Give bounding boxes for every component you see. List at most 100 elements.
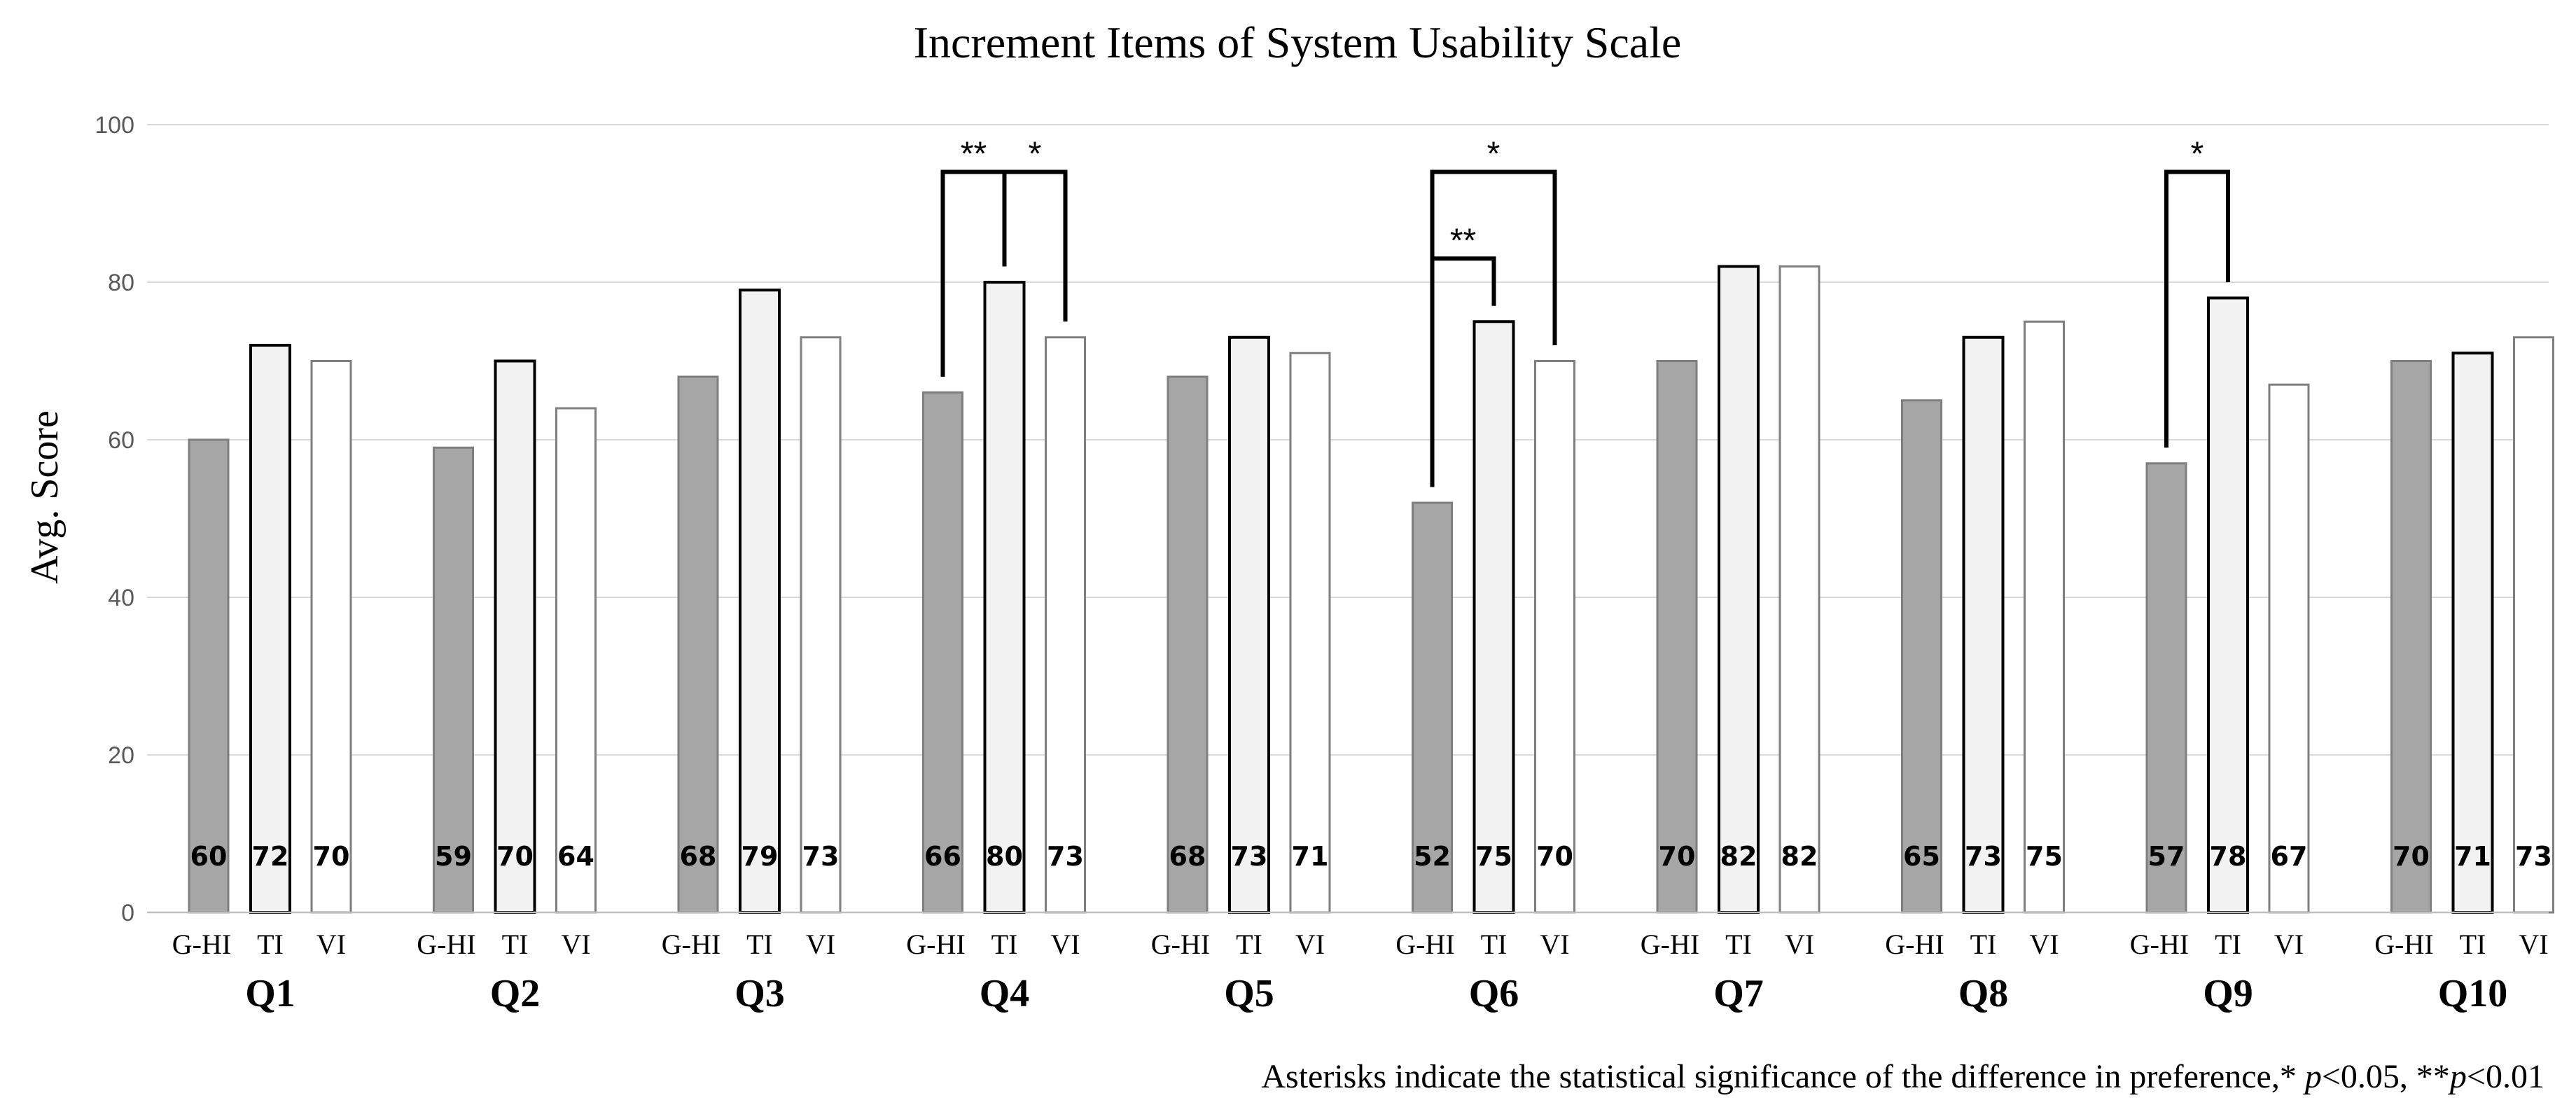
- y-axis-label: Avg. Score: [23, 410, 67, 584]
- data-label-q8-g-hi: 65: [1903, 841, 1940, 872]
- data-labels: 60 72 70 59 70 64 68 79 73 66 80 73 68 73 71 52 75 70 70 82…: [190, 841, 2552, 872]
- group-label-q2: Q2: [490, 972, 541, 1015]
- data-label-q8-vi: 75: [2026, 841, 2063, 872]
- bar-q2-vi: [555, 407, 597, 914]
- category-label-q5-vi: VI: [1295, 929, 1325, 960]
- category-label-q4-vi: VI: [1050, 929, 1080, 960]
- category-label-q7-ti: TI: [1725, 929, 1752, 960]
- category-label-q6-vi: VI: [1540, 929, 1569, 960]
- category-label-q5-g-hi: G-HI: [1151, 929, 1210, 960]
- bar-q9-g-hi: [2145, 462, 2187, 914]
- category-label-q8-ti: TI: [1970, 929, 1997, 960]
- footnote-prefix: Asterisks indicate the statistical signi…: [1261, 1058, 2304, 1095]
- category-label-q7-vi: VI: [1785, 929, 1814, 960]
- category-label-q9-vi: VI: [2274, 929, 2304, 960]
- bars: [188, 265, 2554, 914]
- bar-q1-g-hi: [188, 438, 230, 914]
- significance-label-q4-1: *: [1029, 136, 1042, 173]
- y-tick-label-0: 0: [121, 900, 134, 926]
- bar-q7-vi: [1778, 265, 1820, 914]
- category-label-q6-g-hi: G-HI: [1395, 929, 1454, 960]
- category-label-q2-vi: VI: [561, 929, 590, 960]
- footnote-mid: <0.05, **: [2322, 1058, 2450, 1095]
- data-label-q2-vi: 64: [557, 841, 594, 872]
- data-label-q10-g-hi: 70: [2393, 841, 2430, 872]
- bar-q3-ti: [739, 289, 781, 914]
- data-label-q3-ti: 79: [742, 841, 779, 872]
- bar-q5-ti: [1228, 335, 1270, 914]
- category-label-q1-ti: TI: [257, 929, 284, 960]
- data-label-q2-g-hi: 59: [435, 841, 472, 872]
- bar-q5-vi: [1289, 352, 1331, 914]
- data-label-q4-vi: 73: [1047, 841, 1084, 872]
- group-label-q9: Q9: [2203, 972, 2253, 1015]
- significance-label-q4-0: **: [961, 136, 987, 173]
- y-tick-label-80: 80: [108, 270, 134, 296]
- bar-q10-ti: [2451, 352, 2494, 914]
- bar-q1-vi: [310, 360, 352, 914]
- category-label-q9-ti: TI: [2215, 929, 2241, 960]
- data-label-q9-ti: 78: [2210, 841, 2247, 872]
- data-label-q5-g-hi: 68: [1169, 841, 1206, 872]
- data-label-q10-ti: 71: [2454, 841, 2491, 872]
- category-label-q5-ti: TI: [1236, 929, 1262, 960]
- bar-q7-ti: [1718, 265, 1760, 914]
- group-label-q4: Q4: [980, 972, 1030, 1015]
- data-label-q4-ti: 80: [986, 841, 1023, 872]
- bar-q3-g-hi: [677, 375, 719, 914]
- bar-q4-g-hi: [922, 391, 963, 914]
- data-label-q1-g-hi: 60: [190, 841, 228, 872]
- category-label-q3-g-hi: G-HI: [662, 929, 720, 960]
- bar-q6-ti: [1473, 320, 1515, 914]
- data-label-q2-ti: 70: [496, 841, 534, 872]
- group-label-q8: Q8: [1958, 972, 2009, 1015]
- category-label-q4-g-hi: G-HI: [906, 929, 965, 960]
- category-label-q8-g-hi: G-HI: [1885, 929, 1944, 960]
- group-label-q3: Q3: [734, 972, 785, 1015]
- footnote-p2: p: [2448, 1058, 2467, 1095]
- bar-q4-vi: [1045, 336, 1086, 914]
- y-tick-label-60: 60: [108, 427, 134, 454]
- category-labels: G-HI TI VI G-HI TI VI G-HI TI VI G-HI TI VI G-HI TI VI…: [172, 929, 2549, 960]
- bar-q9-ti: [2207, 296, 2249, 914]
- category-label-q7-g-hi: G-HI: [1641, 929, 1699, 960]
- data-label-q7-ti: 82: [1720, 841, 1757, 872]
- y-axis-ticks: 0 20 40 60 80 100: [95, 112, 134, 926]
- bar-q10-vi: [2513, 336, 2554, 914]
- category-label-q2-ti: TI: [502, 929, 529, 960]
- group-label-q7: Q7: [1713, 972, 1764, 1015]
- significance-bracket-q6-g-hi-vi: [1430, 169, 1557, 487]
- category-label-q10-ti: TI: [2460, 929, 2486, 960]
- data-label-q4-g-hi: 66: [924, 841, 961, 872]
- y-tick-label-20: 20: [108, 742, 134, 769]
- chart-title: Increment Items of System Usability Scal…: [914, 18, 1682, 67]
- bar-q1-ti: [249, 344, 291, 914]
- category-label-q10-g-hi: G-HI: [2374, 929, 2433, 960]
- category-label-q8-vi: VI: [2029, 929, 2059, 960]
- data-label-q6-g-hi: 52: [1414, 841, 1451, 872]
- category-label-q10-vi: VI: [2519, 929, 2548, 960]
- data-label-q10-vi: 73: [2515, 841, 2552, 872]
- bar-q6-vi: [1534, 360, 1575, 914]
- bar-q3-vi: [800, 336, 842, 914]
- bar-q9-vi: [2268, 383, 2310, 914]
- data-label-q6-vi: 70: [1536, 841, 1573, 872]
- data-label-q1-vi: 70: [313, 841, 350, 872]
- group-label-q5: Q5: [1224, 972, 1274, 1015]
- data-label-q5-vi: 71: [1292, 841, 1329, 872]
- significance-label-q6-3: *: [1487, 136, 1501, 173]
- significance-brackets: ** **** *: [940, 136, 2230, 487]
- category-label-q6-ti: TI: [1481, 929, 1508, 960]
- data-label-q5-ti: 73: [1231, 841, 1268, 872]
- y-tick-label-100: 100: [95, 112, 134, 139]
- category-label-q1-vi: VI: [316, 929, 346, 960]
- group-label-q10: Q10: [2438, 972, 2508, 1015]
- bar-q10-g-hi: [2390, 360, 2432, 914]
- footnote-p1: p: [2303, 1058, 2322, 1095]
- category-label-q9-g-hi: G-HI: [2130, 929, 2189, 960]
- y-tick-label-40: 40: [108, 585, 134, 611]
- data-label-q3-g-hi: 68: [680, 841, 717, 872]
- footnote-suffix: <0.01: [2467, 1058, 2544, 1095]
- data-label-q7-g-hi: 70: [1659, 841, 1696, 872]
- category-label-q1-g-hi: G-HI: [172, 929, 231, 960]
